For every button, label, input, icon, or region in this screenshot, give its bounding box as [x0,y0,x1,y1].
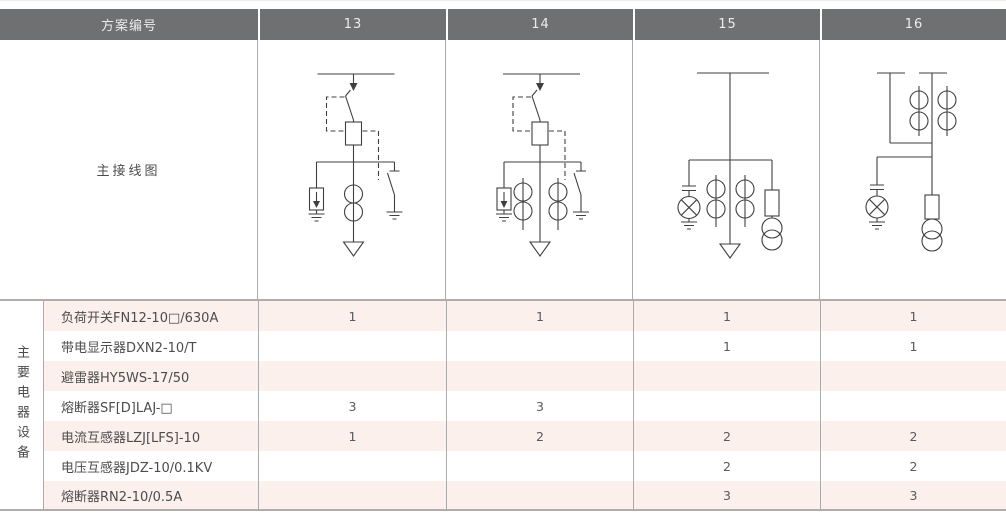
main-wiring-diagram-16 [865,71,957,252]
equipment-name: 带电显示器DXN2-10/T [43,331,258,361]
ground-icon [496,212,512,222]
equipment-qty [446,481,633,511]
fuse-icon [344,120,363,146]
ground-icon [681,220,697,230]
voltage-transformer-icon [921,217,943,252]
equipment-qty: 1 [633,301,820,331]
pt-branch [921,193,943,252]
current-transformer-icon [548,177,568,230]
arrester-icon [308,161,325,214]
interlock-dashed-line [325,95,380,180]
equipment-qty: 3 [258,391,446,421]
equipment-name: 熔断器SF[D]LAJ-□ [43,391,258,421]
header-scheme-number-label: 方案编号 [0,9,258,40]
equipment-qty: 1 [446,301,633,331]
arrester-icon [496,161,512,214]
ground-icon [573,210,589,220]
capacitor-icon [870,183,884,190]
capacitor-icon [682,184,696,191]
equipment-name: 熔断器RN2-10/0.5A [43,481,258,511]
equipment-qty: 2 [820,421,1006,451]
feeder-arrow-icon [342,240,365,257]
live-display-icon [865,156,889,230]
equipment-qty: 2 [633,451,820,481]
header-col-14: 14 [446,9,633,40]
equipment-name: 电压互感器JDZ-10/0.1KV [43,451,258,481]
equipment-qty: 3 [633,481,820,511]
equipment-qty: 2 [820,451,1006,481]
equipment-qty [446,331,633,361]
equipment-qty [258,451,446,481]
load-switch-icon [344,89,355,120]
equipment-qty [633,361,820,391]
equipment-qty [258,331,446,361]
header-col-13: 13 [258,9,446,40]
equipment-qty: 3 [446,391,633,421]
header-col-15: 15 [633,9,820,40]
current-transformer-icon [343,183,364,222]
drawout-contact-icon [536,73,544,91]
equipment-name: 负荷开关FN12-10□/630A [43,301,258,331]
current-transformer-icon [937,85,957,136]
live-display-icon [677,159,701,230]
equipment-qty [446,451,633,481]
interlock-dashed-line [512,95,566,180]
fuse-icon [531,120,549,146]
ground-icon [869,220,885,230]
equipment-qty [820,361,1006,391]
page-top-divider [0,0,1006,1]
current-transformer-icon [706,174,726,227]
equipment-qty [258,481,446,511]
diagram-cell-15 [633,40,820,301]
current-transformer-icon [909,85,929,136]
equipment-qty [258,361,446,391]
feeder-arrow-icon [718,242,742,259]
equipment-qty: 1 [633,331,820,361]
equipment-qty [820,391,1006,421]
equipment-qty: 2 [446,421,633,451]
equipment-qty: 1 [258,421,446,451]
equipment-qty: 1 [820,331,1006,361]
equipment-name: 电流互感器LZJ[LFS]-10 [43,421,258,451]
current-transformer-icon [735,174,755,227]
equipment-qty: 1 [820,301,1006,331]
main-wiring-diagram-14 [496,72,589,257]
fuse-icon [924,193,940,220]
ground-icon [308,212,325,222]
drawout-contact-icon [349,73,358,91]
diagram-cell-13 [258,40,446,301]
voltage-transformer-icon [761,216,783,251]
equipment-name: 避雷器HY5WS-17/50 [43,361,258,391]
equipment-qty: 3 [820,481,1006,511]
equipment-qty [633,391,820,421]
ground-icon [386,210,403,220]
equipment-qty [446,361,633,391]
scheme-table: 方案编号 13 14 15 16 主接线图 [0,9,1006,511]
diagram-cell-14 [446,40,633,301]
current-transformer-icon [513,177,533,230]
equipment-qty: 2 [633,421,820,451]
earthing-switch-icon [573,161,589,220]
equipment-qty: 1 [258,301,446,331]
main-wiring-diagram-13 [308,72,403,257]
equipment-group-label: 主要电器设备 [0,301,43,511]
diagram-cell-16 [820,40,1006,301]
pt-branch [761,159,783,251]
header-col-16: 16 [820,9,1006,40]
feeder-arrow-icon [528,240,552,257]
main-wiring-diagram-15 [677,71,783,259]
fuse-icon [764,188,780,217]
earthing-switch-icon [386,161,403,220]
main-wiring-diagram-label: 主接线图 [0,40,258,301]
load-switch-icon [531,89,541,120]
